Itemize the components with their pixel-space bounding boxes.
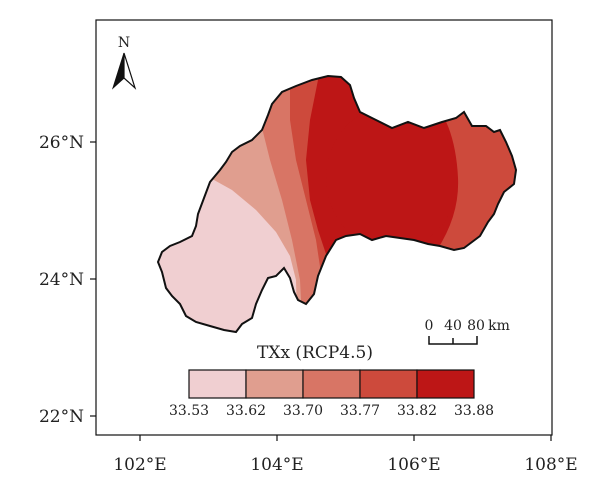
legend-swatch [302,369,361,399]
y-tick-label: 24°N [39,270,84,290]
legend-swatch [359,369,418,399]
x-tick-label: 102°E [113,455,166,475]
legend-break-label: 33.53 [169,403,209,419]
scale-label-80: 80 [467,318,485,334]
legend-break-label: 33.77 [340,403,380,419]
zone-5-core [326,106,458,250]
legend: TXx (RCP4.5) 33.53 33.62 33.70 33.77 33.82 33… [169,343,494,419]
legend-break-label: 33.62 [226,403,266,419]
scale-bar: 0 40 80 km [425,318,510,345]
legend-title: TXx (RCP4.5) [257,343,373,363]
scale-unit: km [488,318,510,334]
x-tick-label: 108°E [524,455,577,475]
legend-break-label: 33.82 [397,403,437,419]
legend-swatch [188,369,247,399]
north-arrow-icon: N [111,35,137,90]
legend-labels: 33.53 33.62 33.70 33.77 33.82 33.88 [169,403,494,419]
y-tick-label: 22°N [39,407,84,427]
legend-swatch [245,369,304,399]
legend-break-label: 33.88 [454,403,494,419]
x-tick-label: 104°E [250,455,303,475]
y-tick-label: 26°N [39,133,84,153]
legend-swatches [188,369,475,399]
north-label: N [118,35,130,51]
map-frame [95,19,553,436]
zone-1 [158,140,298,332]
x-tick-label: 106°E [387,455,440,475]
scale-label-40: 40 [444,318,462,334]
axis-ticks [90,141,552,441]
temperature-zones [158,76,516,332]
legend-swatch [416,369,475,399]
legend-break-label: 33.70 [283,403,323,419]
scale-label-0: 0 [425,318,434,334]
